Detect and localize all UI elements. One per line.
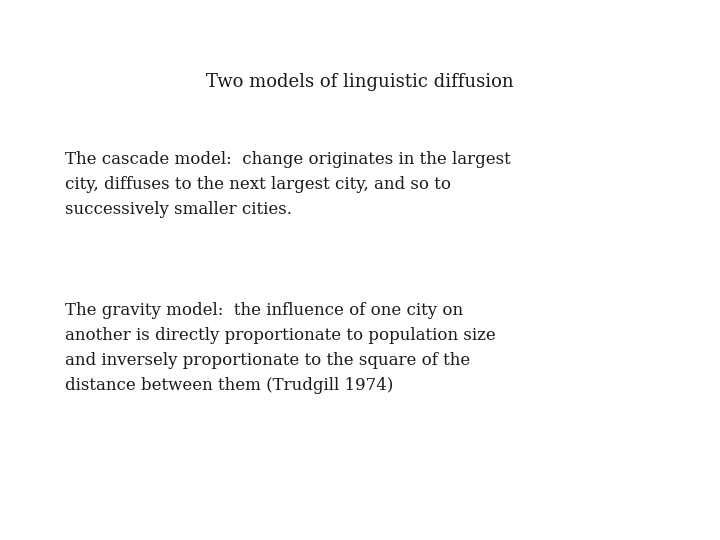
Text: The cascade model:  change originates in the largest
city, diffuses to the next : The cascade model: change originates in … bbox=[65, 151, 510, 218]
Text: Two models of linguistic diffusion: Two models of linguistic diffusion bbox=[206, 73, 514, 91]
Text: The gravity model:  the influence of one city on
another is directly proportiona: The gravity model: the influence of one … bbox=[65, 302, 495, 394]
